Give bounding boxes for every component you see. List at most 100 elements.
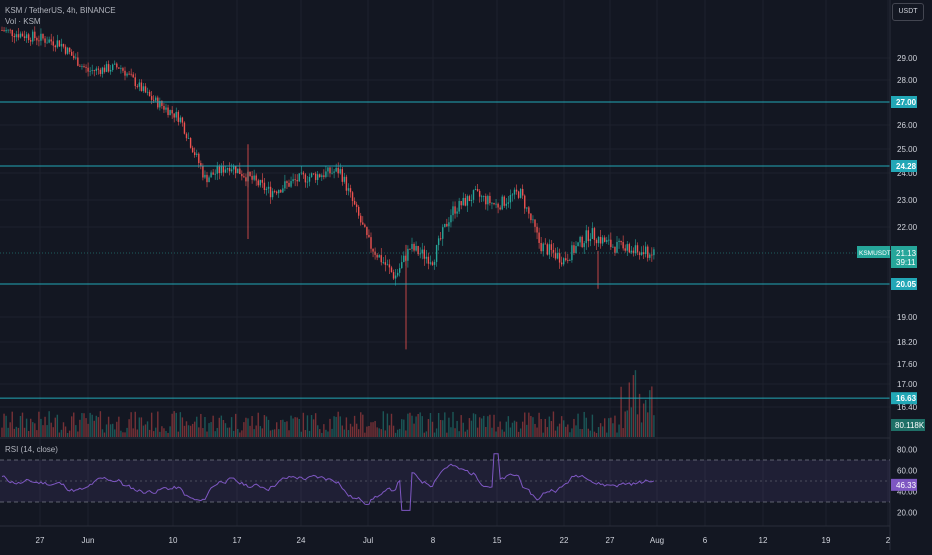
volume-bar	[228, 427, 231, 437]
candle-body	[130, 73, 132, 75]
volume-bar	[403, 419, 405, 437]
candle-body	[216, 166, 218, 174]
volume-bar	[483, 415, 485, 437]
volume-bar	[89, 412, 91, 437]
horizontal-levels[interactable]	[0, 101, 890, 399]
candle-body	[87, 67, 89, 72]
candle-body	[261, 179, 264, 183]
candle-body	[25, 34, 28, 39]
volume-legend[interactable]: Vol · KSM	[5, 17, 41, 26]
candle-body	[593, 228, 596, 240]
volume-bar	[271, 429, 274, 437]
candle-body	[241, 174, 243, 177]
candle-body	[249, 171, 251, 176]
volume-bar	[54, 417, 56, 437]
volume-bar	[34, 423, 36, 437]
volume-bar	[411, 415, 413, 437]
candle-body	[91, 70, 93, 71]
volume-bar	[3, 413, 5, 437]
currency-button[interactable]: USDT	[892, 3, 924, 21]
candle-body	[522, 188, 524, 196]
candle-body	[312, 173, 315, 175]
volume-bar	[66, 432, 69, 437]
candle-body	[171, 110, 173, 114]
candle-body	[230, 169, 233, 172]
volume-bar	[542, 432, 544, 437]
candle-body	[212, 172, 214, 175]
volume-bar	[126, 427, 128, 437]
price-axis[interactable]: 29.00 28.00 26.00 25.00 24.00 23.00 22.00 19.00…	[897, 54, 918, 412]
candle-body	[317, 174, 319, 180]
candle-body	[319, 174, 321, 178]
price-tick-label: 29.00	[897, 54, 918, 63]
volume-bar	[30, 418, 32, 437]
candle-body	[372, 248, 374, 252]
volume-bar	[212, 415, 214, 437]
time-tick-label: Jun	[82, 536, 95, 545]
candle-body	[626, 244, 628, 251]
volume-bar	[585, 417, 587, 437]
candle-body	[403, 255, 405, 263]
candle-body	[386, 264, 389, 266]
candle-body	[540, 242, 542, 252]
time-axis[interactable]: 27 Jun 10 17 24 Jul 8 15 22 27 Aug 6 12 19 2	[36, 536, 891, 545]
volume-bar	[93, 420, 95, 437]
candle-body	[585, 230, 587, 244]
volume-bar	[175, 412, 177, 437]
volume-bar	[204, 416, 206, 437]
volume-bar	[401, 419, 403, 437]
volume-bar	[503, 431, 505, 437]
volume-bar	[550, 421, 553, 437]
candle-body	[210, 172, 212, 178]
volume-bar	[58, 432, 61, 437]
volume-bar	[425, 431, 428, 437]
volume-bar	[85, 418, 87, 437]
volume-bar	[638, 393, 641, 437]
volume-bar	[647, 412, 649, 437]
candle-body	[478, 190, 481, 197]
candle-body	[286, 181, 288, 183]
candle-body	[634, 245, 637, 254]
price-tick-label: 25.00	[897, 145, 918, 154]
candle-body	[235, 166, 237, 174]
candle-body	[505, 203, 507, 206]
candle-body	[474, 189, 477, 191]
rsi-axis[interactable]: 80.00 60.00 40.00 20.00	[897, 446, 918, 518]
volume-bar	[284, 421, 286, 437]
volume-bar	[476, 427, 479, 437]
volume-bar	[501, 429, 503, 437]
candle-body	[23, 36, 26, 39]
volume-bar	[142, 425, 145, 437]
volume-bar	[132, 428, 134, 437]
volume-bar	[649, 390, 651, 437]
volume-bar	[267, 419, 270, 437]
candle-body	[567, 260, 569, 261]
time-tick-label: 12	[759, 536, 768, 545]
candle-body	[304, 174, 307, 183]
volume-bar	[140, 417, 143, 437]
candle-body	[27, 34, 30, 41]
volume-bar	[9, 422, 11, 437]
candle-body	[509, 195, 512, 203]
candle-body	[58, 40, 61, 47]
volume-bar	[540, 418, 542, 437]
candle-body	[466, 196, 469, 206]
time-tick-label: Jul	[363, 536, 373, 545]
candle-body	[218, 166, 220, 174]
symbol-title[interactable]: KSM / TetherUS, 4h, BINANCE	[5, 6, 116, 15]
candle-body	[75, 57, 77, 59]
rsi-legend[interactable]: RSI (14, close)	[5, 445, 58, 454]
candle-body	[3, 30, 5, 32]
candle-body	[423, 249, 425, 259]
volume-bar	[446, 432, 448, 437]
candle-body	[124, 70, 126, 76]
volume-bar	[337, 411, 339, 437]
price-tick-label: 19.00	[897, 313, 918, 322]
candle-body	[599, 236, 602, 244]
candle-body	[460, 201, 462, 206]
candle-body	[380, 255, 382, 263]
chart-legend[interactable]: KSM / TetherUS, 4h, BINANCE Vol · KSM	[5, 5, 116, 27]
candle-body	[185, 133, 188, 139]
volume-bar	[239, 432, 241, 437]
